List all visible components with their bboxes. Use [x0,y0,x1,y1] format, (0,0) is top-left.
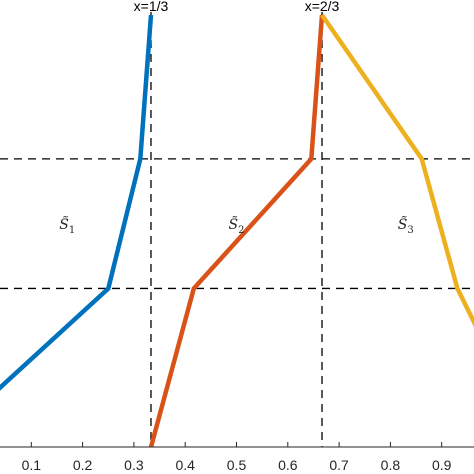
x-tick-label: 0.1 [22,457,42,473]
x-tick-label: 0.7 [329,457,349,473]
x-tick-label: 0.6 [278,457,298,473]
series-layer [0,13,474,448]
region-label-base: S̃ [229,215,239,233]
x-tick-label: 0.9 [432,457,452,473]
region-label-subscript: 3 [407,225,413,236]
x-tick-label: 0.5 [227,457,247,473]
series-line-1 [0,14,154,391]
region-label-base: S̃ [398,215,408,233]
region-label-2: S̃2 [229,215,245,236]
series-line-2 [148,14,325,448]
vertical-line-label-2: x=2/3 [305,0,340,14]
reference-lines: x=1/3 x=2/3 [0,0,474,447]
x-tick-label: 0.8 [381,457,401,473]
series-line-3 [320,13,474,328]
vertical-line-label-1: x=1/3 [134,0,169,14]
region-label-subscript: 1 [69,225,75,236]
x-tick-label: 0.3 [124,457,144,473]
region-label-3: S̃3 [398,215,414,236]
region-label-subscript: 2 [238,225,244,236]
region-label-base: S̃ [59,215,69,233]
x-tick-label: 0.2 [73,457,93,473]
annotations: S̃1 S̃2 S̃3 [59,215,414,236]
x-tick-label: 0.4 [175,457,195,473]
x-axis: 0.1 0.2 0.3 0.4 0.5 0.6 0.7 0.8 0.9 [0,442,474,473]
region-label-1: S̃1 [59,215,75,236]
